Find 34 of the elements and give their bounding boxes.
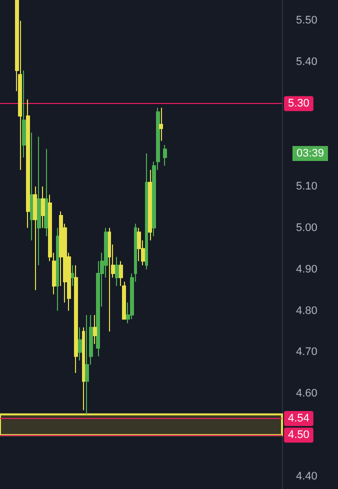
candlestick	[82, 326, 85, 411]
candlestick	[56, 227, 59, 312]
y-tick-label: 5.40	[296, 56, 318, 68]
y-tick-label: 5.50	[296, 14, 318, 27]
y-tick-label: 4.80	[296, 304, 318, 317]
candlestick	[78, 326, 82, 362]
text: 03:39	[296, 148, 324, 160]
candlestick	[22, 70, 26, 158]
candlestick	[93, 314, 97, 344]
candlestick	[108, 227, 111, 332]
ref-line-label: 5.30	[288, 98, 310, 110]
candlestick	[44, 148, 48, 237]
candlestick	[74, 264, 78, 374]
ref-line-label: 4.54	[288, 412, 310, 425]
y-tick-label: 4.60	[296, 388, 318, 400]
y-tick-label: 4.70	[296, 346, 318, 358]
candlestick	[115, 256, 119, 286]
candlestick	[163, 144, 167, 166]
candlestick	[30, 132, 33, 241]
candlestick	[33, 186, 37, 291]
candlestick	[37, 136, 41, 266]
y-tick-label: 4.40	[296, 470, 318, 483]
candlestick	[26, 98, 30, 228]
candlestick	[41, 186, 45, 228]
candlestick	[159, 107, 163, 142]
y-tick-label: 4.90	[296, 263, 318, 276]
ref-line-label: 4.50	[288, 429, 310, 442]
candlestick	[137, 227, 141, 262]
candlestick	[85, 314, 89, 415]
candlestick	[70, 264, 74, 286]
candlestick	[148, 169, 152, 241]
candlestick	[145, 152, 148, 270]
y-tick-label: 5.10	[296, 180, 318, 192]
y-tick-label: 5.00	[296, 222, 318, 234]
